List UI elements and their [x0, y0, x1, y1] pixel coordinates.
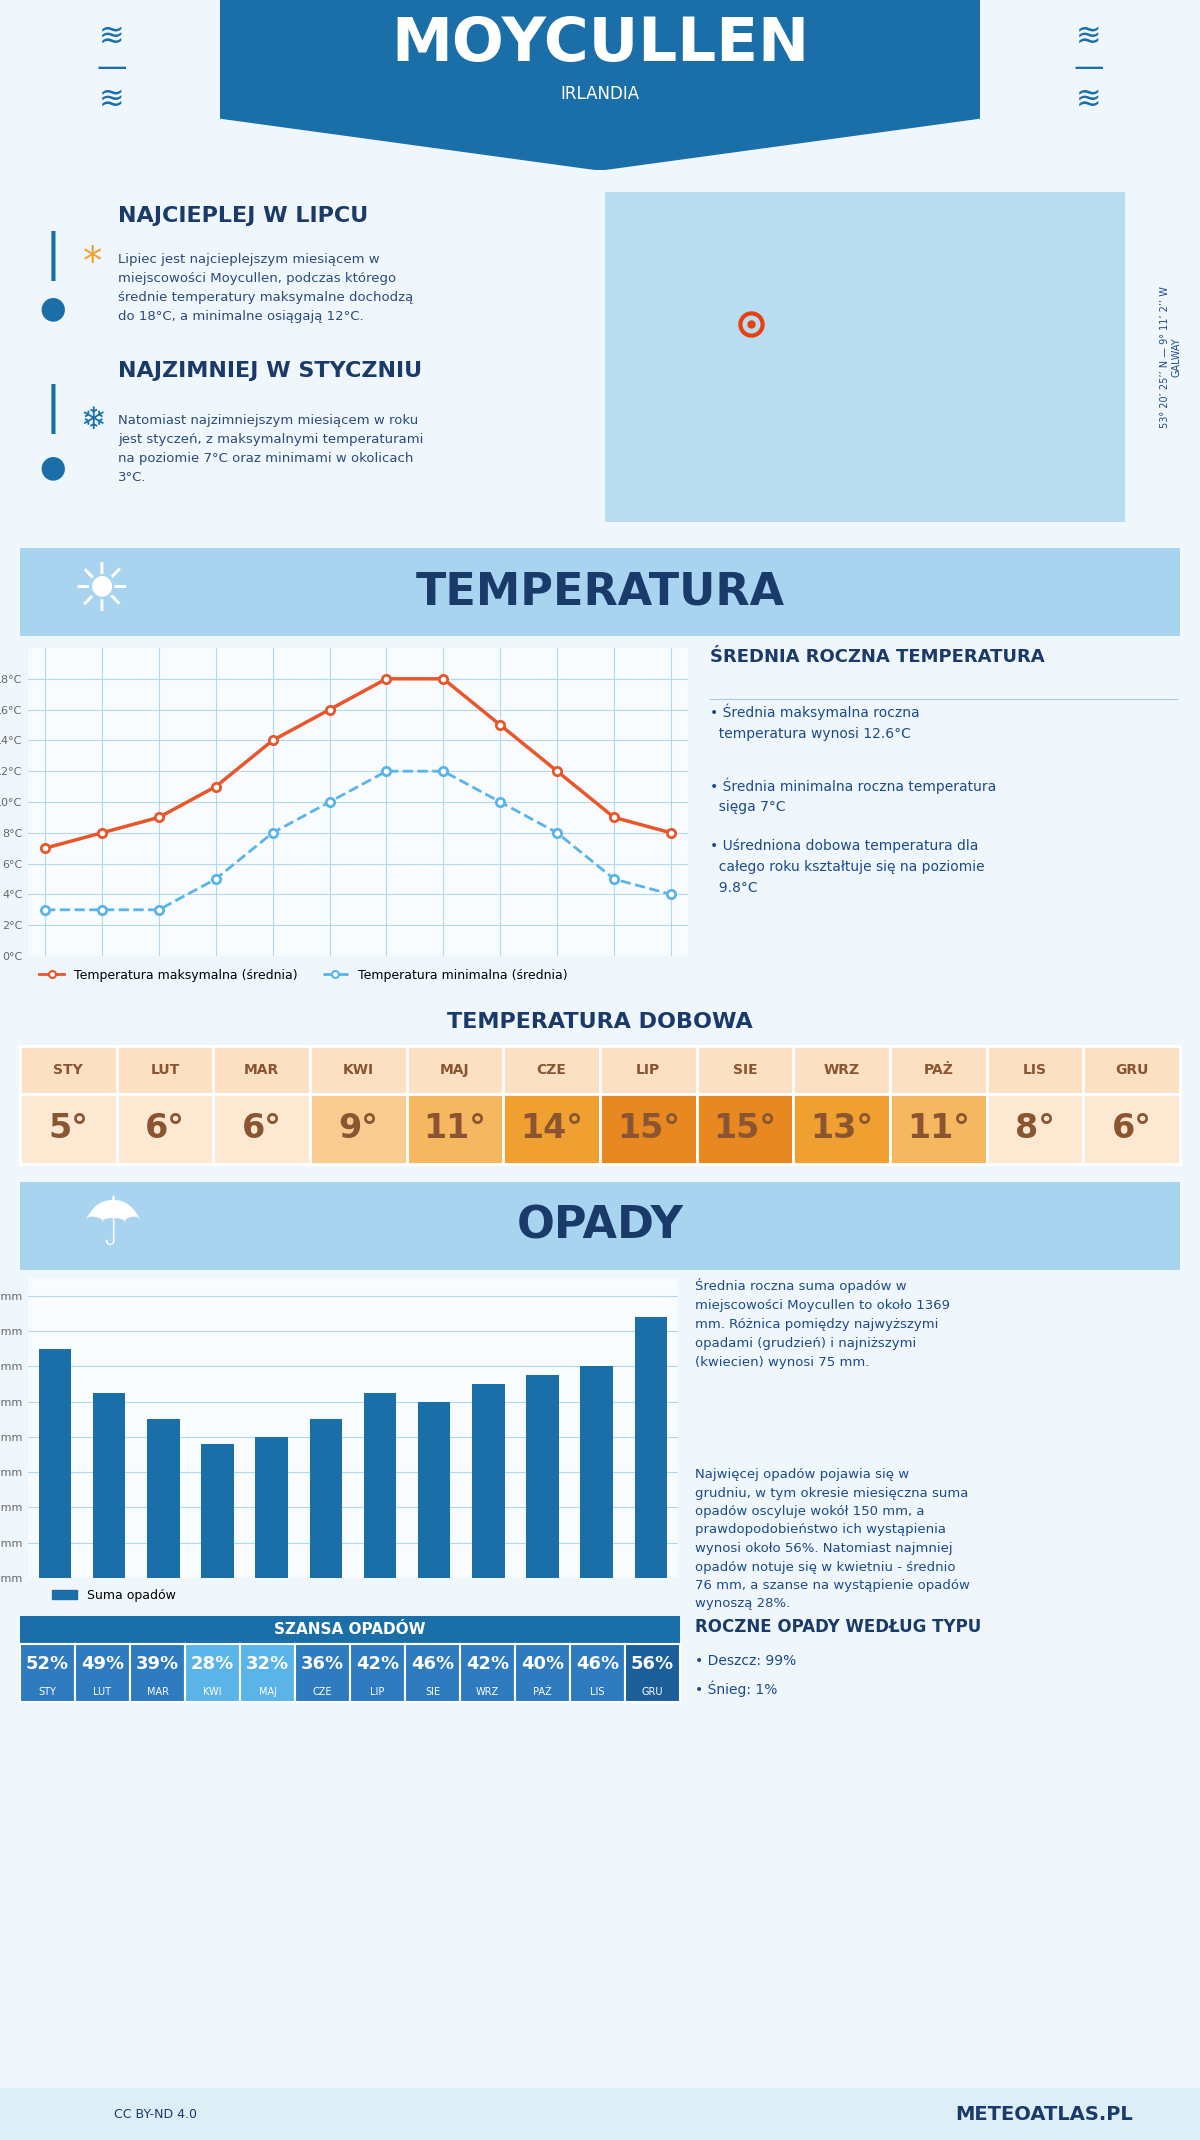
Text: GRU: GRU — [642, 1686, 664, 1697]
Text: TEMPERATURA DOBOWA: TEMPERATURA DOBOWA — [448, 1012, 752, 1031]
Text: IRLANDIA: IRLANDIA — [560, 86, 640, 103]
Text: 15°: 15° — [617, 1113, 680, 1145]
Text: 14°: 14° — [521, 1113, 583, 1145]
Bar — [581, 1365, 613, 1577]
Text: NAJCIEPLEJ W LIPCU: NAJCIEPLEJ W LIPCU — [118, 205, 368, 225]
Bar — [202, 1444, 234, 1577]
Text: 52%: 52% — [26, 1656, 70, 1673]
Text: 8°: 8° — [1015, 1113, 1055, 1145]
Text: LIS: LIS — [590, 1686, 605, 1697]
Text: 6°: 6° — [145, 1113, 185, 1145]
Text: —: — — [1074, 54, 1104, 81]
Bar — [418, 1402, 450, 1577]
Text: 42%: 42% — [356, 1656, 400, 1673]
Text: CZE: CZE — [313, 1686, 332, 1697]
Text: 28%: 28% — [191, 1656, 234, 1673]
Bar — [635, 1316, 667, 1577]
Text: KWI: KWI — [343, 1064, 374, 1076]
Bar — [256, 1436, 288, 1577]
Text: ❄: ❄ — [80, 407, 106, 434]
Text: WRZ: WRZ — [823, 1064, 859, 1076]
Text: CC BY-ND 4.0: CC BY-ND 4.0 — [114, 2108, 198, 2121]
Text: 15°: 15° — [714, 1113, 776, 1145]
Text: LIP: LIP — [371, 1686, 385, 1697]
Bar — [94, 1393, 126, 1577]
Text: 32%: 32% — [246, 1656, 289, 1673]
Legend: Suma opadów: Suma opadów — [47, 1584, 181, 1607]
Text: |: | — [44, 385, 61, 434]
Legend: Temperatura maksymalna (średnia), Temperatura minimalna (średnia): Temperatura maksymalna (średnia), Temper… — [35, 963, 572, 987]
Text: MAJ: MAJ — [258, 1686, 276, 1697]
Text: MAJ: MAJ — [440, 1064, 470, 1076]
Text: • Średnia minimalna roczna temperatura
  sięga 7°C: • Średnia minimalna roczna temperatura s… — [710, 777, 996, 815]
Text: 40%: 40% — [521, 1656, 564, 1673]
Text: MOYCULLEN: MOYCULLEN — [391, 15, 809, 75]
Text: ≋: ≋ — [1076, 21, 1102, 51]
Bar — [527, 1376, 559, 1577]
Text: |: | — [44, 231, 61, 280]
Text: CZE: CZE — [536, 1064, 566, 1076]
Text: MAR: MAR — [244, 1064, 280, 1076]
Text: • Śnieg: 1%: • Śnieg: 1% — [695, 1680, 778, 1697]
Text: ≋: ≋ — [98, 21, 124, 51]
Text: 39%: 39% — [136, 1656, 179, 1673]
Text: LIP: LIP — [636, 1064, 660, 1076]
Text: SIE: SIE — [425, 1686, 440, 1697]
Text: ☀: ☀ — [71, 559, 131, 625]
Text: 56%: 56% — [631, 1656, 674, 1673]
Text: ŚREDNIA ROCZNA TEMPERATURA: ŚREDNIA ROCZNA TEMPERATURA — [710, 648, 1045, 666]
Text: 11°: 11° — [424, 1113, 486, 1145]
Text: 5°: 5° — [48, 1113, 89, 1145]
Text: Natomiast najzimniejszym miesiącem w roku
jest styczeń, z maksymalnymi temperatu: Natomiast najzimniejszym miesiącem w rok… — [118, 413, 424, 484]
Bar — [148, 1419, 180, 1577]
Text: TEMPERATURA: TEMPERATURA — [415, 571, 785, 614]
Bar — [364, 1393, 396, 1577]
Text: PAŻ: PAŻ — [923, 1064, 953, 1076]
Text: STY: STY — [54, 1064, 83, 1076]
Bar — [38, 1348, 71, 1577]
Text: KWI: KWI — [203, 1686, 222, 1697]
Text: GRU: GRU — [1115, 1064, 1148, 1076]
Text: ROCZNE OPADY WEDŁUG TYPU: ROCZNE OPADY WEDŁUG TYPU — [695, 1618, 982, 1635]
Text: ≋: ≋ — [98, 86, 124, 113]
Text: • Uśredniona dobowa temperatura dla
  całego roku kształtuje się na poziomie
  9: • Uśredniona dobowa temperatura dla całe… — [710, 839, 985, 895]
Text: 53° 20’ 25’’ N — 9° 11’ 2’’ W
GALWAY: 53° 20’ 25’’ N — 9° 11’ 2’’ W GALWAY — [1160, 287, 1182, 428]
Text: ●: ● — [40, 295, 66, 323]
Text: 42%: 42% — [466, 1656, 509, 1673]
Text: 13°: 13° — [810, 1113, 874, 1145]
Text: • Deszcz: 99%: • Deszcz: 99% — [695, 1654, 797, 1669]
Text: 46%: 46% — [410, 1656, 454, 1673]
Text: Najwięcej opadów pojawia się w
grudniu, w tym okresie miesięczna suma
opadów osc: Najwięcej opadów pojawia się w grudniu, … — [695, 1468, 970, 1611]
Text: OPADY: OPADY — [516, 1205, 684, 1248]
Text: ≋: ≋ — [1076, 86, 1102, 113]
Text: LIS: LIS — [1022, 1064, 1046, 1076]
Text: METEOATLAS.PL: METEOATLAS.PL — [955, 2104, 1133, 2123]
Text: SIE: SIE — [733, 1064, 757, 1076]
Text: LUT: LUT — [150, 1064, 180, 1076]
Text: 49%: 49% — [80, 1656, 124, 1673]
Bar — [472, 1385, 505, 1577]
Bar — [310, 1419, 342, 1577]
Text: 6°: 6° — [1111, 1113, 1152, 1145]
Text: WRZ: WRZ — [476, 1686, 499, 1697]
Text: 6°: 6° — [241, 1113, 282, 1145]
Text: • Średnia maksymalna roczna
  temperatura wynosi 12.6°C: • Średnia maksymalna roczna temperatura … — [710, 704, 919, 740]
Text: 9°: 9° — [338, 1113, 378, 1145]
Text: 11°: 11° — [907, 1113, 970, 1145]
Text: NAJZIMNIEJ W STYCZNIU: NAJZIMNIEJ W STYCZNIU — [118, 362, 422, 381]
Text: MAR: MAR — [146, 1686, 168, 1697]
Text: Lipiec jest najcieplejszym miesiącem w
miejscowości Moycullen, podczas którego
ś: Lipiec jest najcieplejszym miesiącem w m… — [118, 253, 413, 323]
Text: LUT: LUT — [94, 1686, 112, 1697]
Text: SZANSA OPADÓW: SZANSA OPADÓW — [275, 1622, 426, 1637]
Polygon shape — [220, 118, 980, 169]
Text: *: * — [83, 244, 103, 282]
Text: PAŻ: PAŻ — [533, 1686, 552, 1697]
Text: ☂: ☂ — [83, 1192, 143, 1258]
Text: ●: ● — [40, 454, 66, 484]
Text: 46%: 46% — [576, 1656, 619, 1673]
Text: —: — — [96, 54, 126, 81]
Text: STY: STY — [38, 1686, 56, 1697]
Text: 36%: 36% — [301, 1656, 344, 1673]
Text: Średnia roczna suma opadów w
miejscowości Moycullen to około 1369
mm. Różnica po: Średnia roczna suma opadów w miejscowośc… — [695, 1278, 950, 1370]
